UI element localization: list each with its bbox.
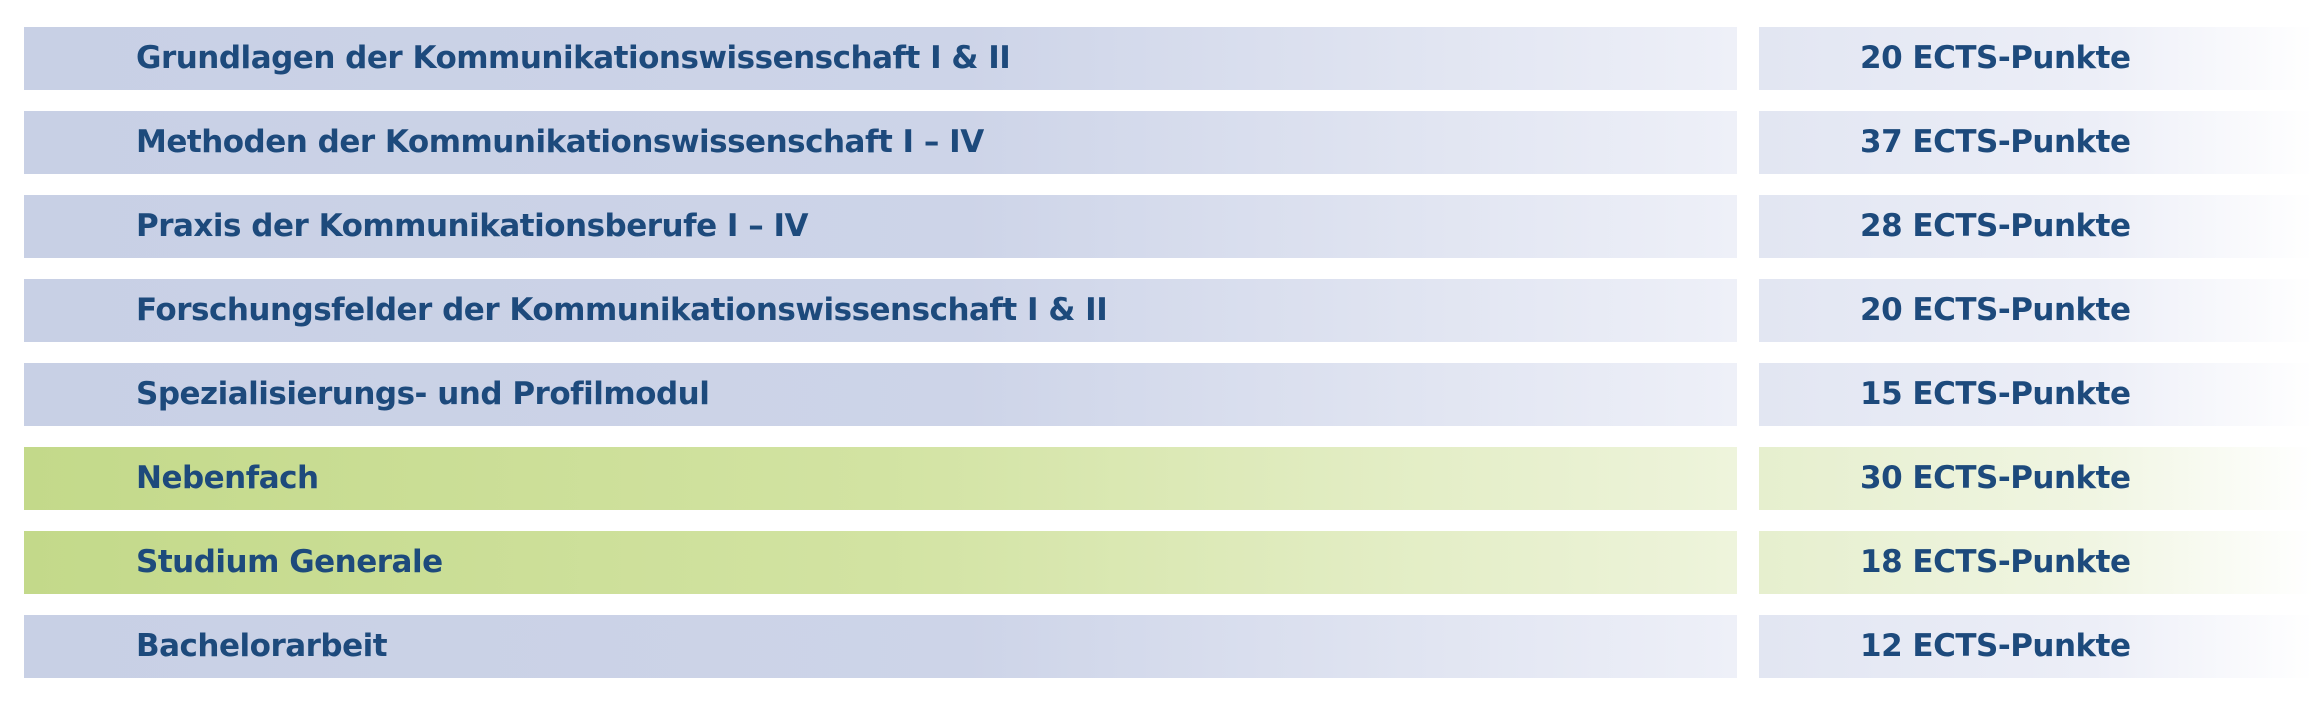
module-name: Nebenfach: [24, 447, 1737, 510]
module-name: Grundlagen der Kommunikationswissenschaf…: [24, 27, 1737, 90]
ects-points: 20 ECTS-Punkte: [1759, 27, 2314, 90]
module-row: Grundlagen der Kommunikationswissenschaf…: [24, 27, 2314, 90]
module-row: Spezialisierungs- und Profilmodul 15 ECTS…: [24, 363, 2314, 426]
ects-points: 28 ECTS-Punkte: [1759, 195, 2314, 258]
ects-points: 18 ECTS-Punkte: [1759, 531, 2314, 594]
module-row: Bachelorarbeit 12 ECTS-Punkte: [24, 615, 2314, 678]
ects-points: 20 ECTS-Punkte: [1759, 279, 2314, 342]
module-row: Forschungsfelder der Kommunikationswisse…: [24, 279, 2314, 342]
module-row: Nebenfach 30 ECTS-Punkte: [24, 447, 2314, 510]
module-name: Spezialisierungs- und Profilmodul: [24, 363, 1737, 426]
module-row: Praxis der Kommunikationsberufe I – IV 28…: [24, 195, 2314, 258]
ects-points: 30 ECTS-Punkte: [1759, 447, 2314, 510]
ects-points: 15 ECTS-Punkte: [1759, 363, 2314, 426]
module-name: Bachelorarbeit: [24, 615, 1737, 678]
module-name: Studium Generale: [24, 531, 1737, 594]
module-name: Methoden der Kommunikationswissenschaft …: [24, 111, 1737, 174]
module-name: Forschungsfelder der Kommunikationswisse…: [24, 279, 1737, 342]
ects-points: 37 ECTS-Punkte: [1759, 111, 2314, 174]
module-name: Praxis der Kommunikationsberufe I – IV: [24, 195, 1737, 258]
module-row: Methoden der Kommunikationswissenschaft …: [24, 111, 2314, 174]
ects-points: 12 ECTS-Punkte: [1759, 615, 2314, 678]
module-row: Studium Generale 18 ECTS-Punkte: [24, 531, 2314, 594]
